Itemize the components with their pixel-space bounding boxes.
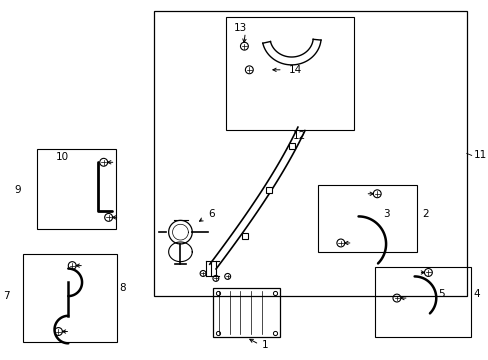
Bar bbox=[37, 149, 115, 229]
Text: 7: 7 bbox=[2, 291, 9, 301]
Text: 14: 14 bbox=[288, 65, 301, 75]
Bar bbox=[212, 288, 279, 337]
Bar bbox=[154, 11, 466, 296]
Bar bbox=[23, 254, 117, 342]
Text: 12: 12 bbox=[292, 131, 305, 141]
Text: 13: 13 bbox=[233, 23, 246, 33]
Bar bbox=[318, 185, 416, 252]
Text: 5: 5 bbox=[437, 289, 444, 299]
Text: 6: 6 bbox=[207, 210, 214, 220]
Text: 10: 10 bbox=[56, 152, 68, 162]
Text: 2: 2 bbox=[422, 210, 428, 220]
Text: 9: 9 bbox=[15, 185, 21, 195]
Text: 8: 8 bbox=[119, 283, 126, 293]
Bar bbox=[374, 267, 470, 337]
Text: 1: 1 bbox=[261, 340, 268, 350]
Text: 4: 4 bbox=[473, 289, 479, 299]
Text: 11: 11 bbox=[473, 150, 486, 161]
Text: 3: 3 bbox=[383, 210, 389, 220]
Bar bbox=[225, 17, 353, 130]
